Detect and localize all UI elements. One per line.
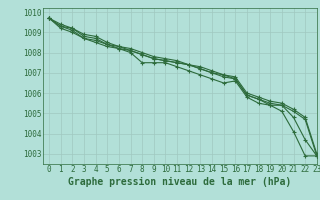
X-axis label: Graphe pression niveau de la mer (hPa): Graphe pression niveau de la mer (hPa) <box>68 177 292 187</box>
